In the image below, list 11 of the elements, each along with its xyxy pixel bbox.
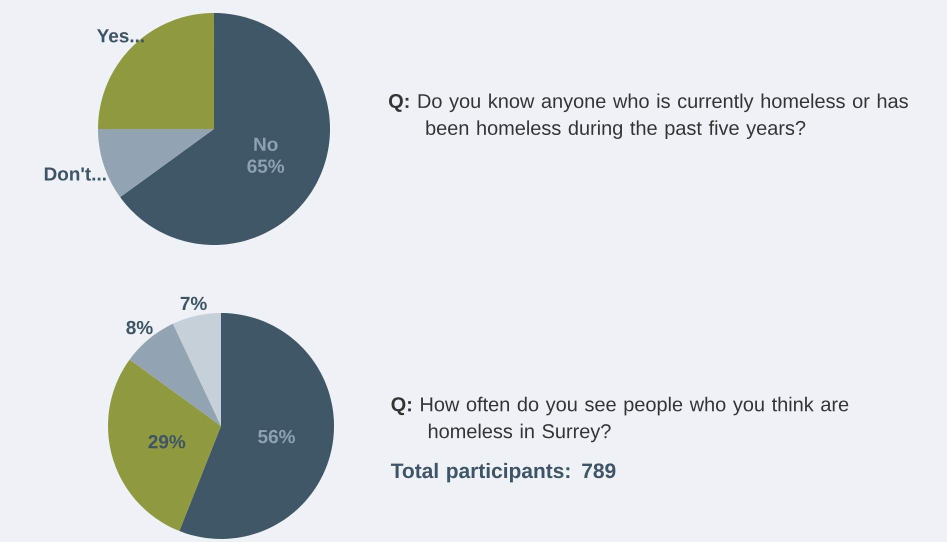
data-label: 8% bbox=[126, 320, 153, 334]
slice-label: Yes... bbox=[97, 29, 144, 42]
data-label: 56% bbox=[258, 430, 295, 444]
text: Total participants: 789 bbox=[390, 462, 616, 482]
data-label: 65% bbox=[247, 159, 284, 173]
data-label: 7% bbox=[180, 296, 207, 310]
slice-label: Don't... bbox=[44, 167, 106, 181]
text: Q: Do you know anyone who is currently homeless or has been homeless during the past five years? bbox=[389, 93, 908, 139]
slice-label: No bbox=[254, 138, 278, 151]
text: Q: How often do you see people who you think are homeless in Surrey? bbox=[392, 396, 848, 442]
data-label: 29% bbox=[148, 435, 186, 448]
